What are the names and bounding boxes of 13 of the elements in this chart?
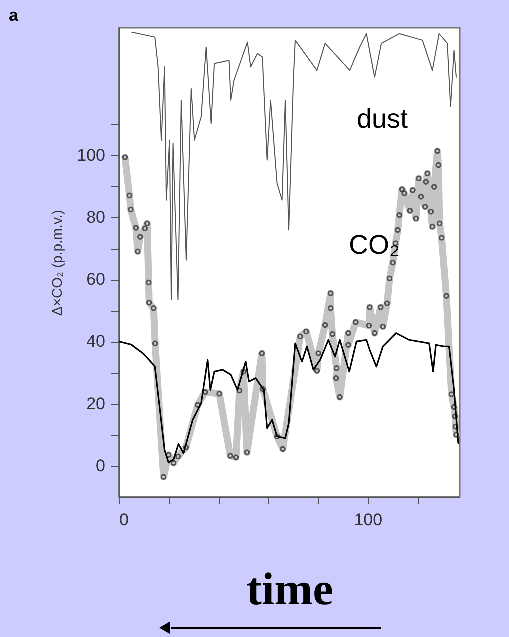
annotation: dust bbox=[357, 104, 409, 134]
line-series bbox=[119, 332, 460, 464]
y-tick-label: 0 bbox=[96, 456, 106, 476]
y-tick-label: 100 bbox=[77, 146, 106, 165]
text: a bbox=[9, 6, 19, 25]
y-tick-label: 20 bbox=[86, 394, 106, 414]
y-tick-label: 80 bbox=[86, 208, 106, 227]
y-tick-label: 40 bbox=[86, 332, 106, 352]
x-axis-title: time bbox=[246, 564, 334, 614]
y-tick-label: 60 bbox=[86, 270, 106, 290]
line-series bbox=[131, 32, 458, 301]
annotation: CO₂ bbox=[349, 230, 400, 260]
y-axis-title: Δ×CO₂ (p.p.m.v.) bbox=[49, 210, 66, 316]
